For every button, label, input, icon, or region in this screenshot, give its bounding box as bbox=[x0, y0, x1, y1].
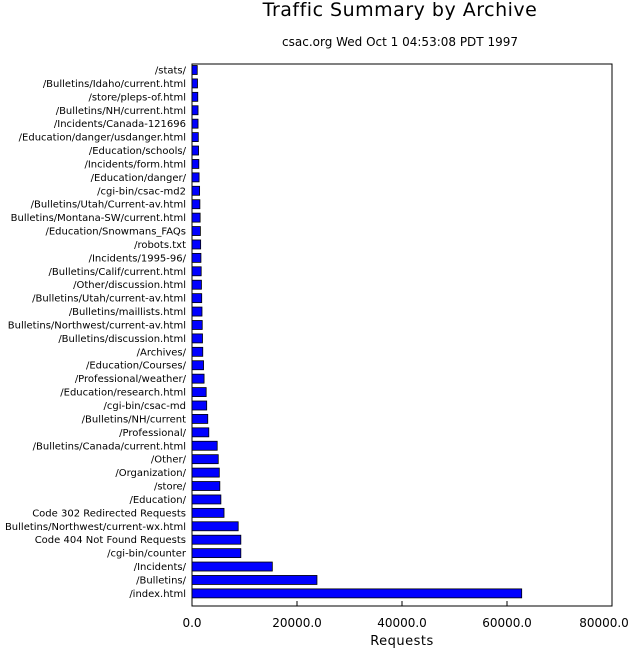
x-tick-label: 0.0 bbox=[182, 616, 201, 630]
category-label: /Education/Courses/ bbox=[86, 361, 187, 372]
category-label: /Bulletins/maillists.html bbox=[69, 307, 186, 318]
category-label: /Education/schools/ bbox=[89, 146, 187, 157]
chart-title: Traffic Summary by Archive bbox=[262, 0, 538, 21]
bar bbox=[191, 306, 203, 317]
category-label: Code 404 Not Found Requests bbox=[35, 535, 186, 546]
category-label: /Organization/ bbox=[115, 468, 186, 479]
bar bbox=[191, 333, 203, 344]
category-label: /Education/research.html bbox=[60, 388, 186, 399]
bar bbox=[191, 239, 202, 250]
category-label: /Education/ bbox=[129, 495, 186, 506]
bar bbox=[191, 588, 523, 599]
bar bbox=[191, 226, 201, 236]
bar bbox=[191, 252, 202, 263]
category-label: /Professional/weather/ bbox=[75, 374, 187, 385]
category-label: /Bulletins/Canada/current.html bbox=[33, 441, 186, 452]
category-label: /cgi-bin/counter bbox=[107, 549, 187, 560]
bar bbox=[191, 65, 198, 75]
bar bbox=[191, 387, 207, 397]
bar bbox=[191, 414, 209, 424]
category-label: Code 302 Redirected Requests bbox=[32, 508, 186, 519]
bar bbox=[191, 454, 219, 465]
category-label: /store/ bbox=[154, 482, 187, 493]
bar bbox=[191, 105, 199, 116]
bar bbox=[191, 373, 205, 384]
category-label: /Bulletins/NH/current bbox=[82, 414, 186, 425]
category-label: /Bulletins/Utah/Current-av.html bbox=[31, 200, 186, 211]
category-label: Bulletins/Northwest/current-av.html bbox=[8, 320, 186, 331]
category-label: /Education/danger/usdanger.html bbox=[19, 133, 186, 144]
bar bbox=[191, 78, 198, 89]
bar bbox=[191, 494, 222, 505]
category-label: /Bulletins/Calif/current.html bbox=[49, 267, 186, 278]
category-label: /Education/danger/ bbox=[91, 173, 187, 184]
bars-group bbox=[191, 65, 523, 599]
category-label: /Other/discussion.html bbox=[73, 280, 186, 291]
category-label: /robots.txt bbox=[134, 240, 186, 251]
bar bbox=[191, 145, 199, 156]
plot-area bbox=[191, 63, 613, 607]
bar bbox=[191, 185, 201, 196]
bar bbox=[191, 521, 239, 532]
bar bbox=[191, 507, 225, 518]
category-label: Bulletins/Montana-SW/current.html bbox=[11, 213, 186, 224]
x-tick-label: 80000.0 bbox=[579, 616, 629, 630]
chart-subtitle: csac.org Wed Oct 1 04:53:08 PDT 1997 bbox=[282, 35, 518, 49]
bar bbox=[191, 266, 202, 277]
bar bbox=[191, 172, 200, 183]
bar bbox=[191, 427, 210, 438]
bar bbox=[191, 320, 203, 330]
x-tick-label: 40000.0 bbox=[377, 616, 427, 630]
x-axis-ticks: 0.0 20000.0 40000.0 60000.0 80000.0 bbox=[182, 601, 629, 630]
category-label: /Professional/ bbox=[119, 428, 186, 439]
category-label: /store/pleps-of.html bbox=[88, 92, 186, 103]
category-label: /stats/ bbox=[155, 66, 187, 77]
bar bbox=[191, 400, 208, 411]
category-label: /Incidents/form.html bbox=[84, 159, 186, 170]
category-label: /index.html bbox=[129, 589, 186, 600]
bar bbox=[191, 279, 202, 290]
bar bbox=[191, 159, 200, 169]
category-label: /Other/ bbox=[151, 455, 187, 466]
x-tick-label: 20000.0 bbox=[272, 616, 322, 630]
bar bbox=[191, 575, 318, 585]
bar bbox=[191, 199, 201, 210]
bar bbox=[191, 360, 204, 371]
category-label: /Education/Snowmans_FAQs bbox=[45, 227, 186, 238]
category-label: /cgi-bin/csac-md2 bbox=[97, 186, 186, 197]
bar bbox=[191, 118, 199, 129]
category-label: Bulletins/Northwest/current-wx.html bbox=[5, 522, 186, 533]
bar bbox=[191, 534, 242, 545]
x-tick-label: 60000.0 bbox=[482, 616, 532, 630]
category-label: /Bulletins/ bbox=[136, 575, 187, 586]
bar bbox=[191, 212, 201, 223]
bar bbox=[191, 548, 242, 559]
category-labels: /stats/ /Bulletins/Idaho/current.html/sto… bbox=[5, 66, 187, 600]
bar bbox=[191, 481, 221, 491]
category-label: /Bulletins/Utah/current-av.html bbox=[32, 294, 186, 305]
category-label: /Incidents/ bbox=[134, 562, 187, 573]
bar bbox=[191, 293, 203, 304]
category-label: /Incidents/1995-96/ bbox=[89, 253, 187, 264]
x-axis-label: Requests bbox=[370, 634, 434, 649]
bar bbox=[191, 132, 199, 143]
bar bbox=[191, 561, 273, 572]
category-label: /Bulletins/discussion.html bbox=[58, 334, 186, 345]
category-label: /Bulletins/Idaho/current.html bbox=[43, 79, 186, 90]
category-label: /cgi-bin/csac-md bbox=[104, 401, 186, 412]
bar bbox=[191, 467, 220, 478]
category-label: /Incidents/Canada-121696 bbox=[54, 119, 186, 130]
category-label: /Bulletins/NH/current.html bbox=[56, 106, 186, 117]
bar bbox=[191, 440, 218, 451]
bar bbox=[191, 346, 204, 357]
category-label: /Archives/ bbox=[137, 347, 187, 358]
bar bbox=[191, 91, 199, 102]
